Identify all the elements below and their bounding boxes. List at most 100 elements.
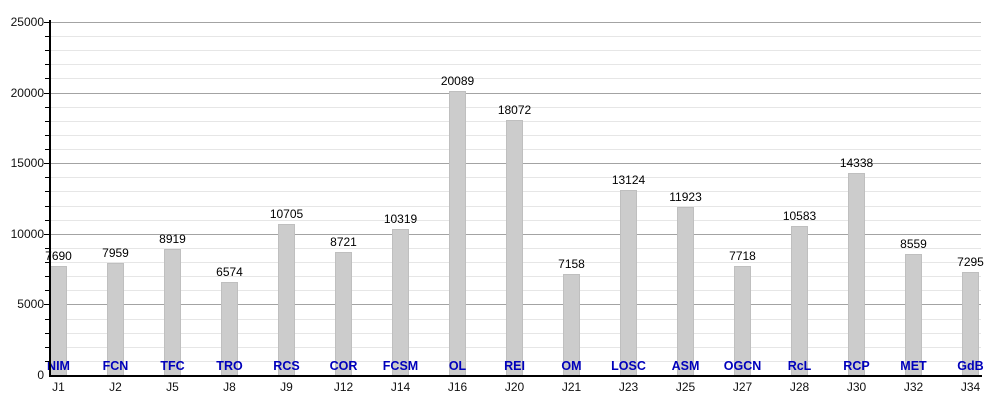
bar-value-label: 8919 (159, 232, 186, 246)
y-axis-tick-label: 15000 (10, 156, 44, 171)
y-axis-tick (45, 318, 50, 320)
y-axis-tick (45, 36, 50, 38)
minor-gridline (50, 64, 981, 66)
x-axis-category-label: J16 (447, 380, 468, 394)
y-axis-tick (45, 346, 50, 348)
y-axis-tick-label: 5000 (17, 297, 44, 312)
bar (449, 91, 466, 375)
bar-value-label: 7959 (102, 246, 129, 260)
bar (392, 229, 409, 375)
bar-club-label: NIM (47, 358, 70, 373)
y-axis-tick-label: 20000 (10, 85, 44, 100)
bar-value-label: 20089 (440, 74, 475, 88)
y-axis-tick (44, 233, 50, 235)
bar (848, 173, 865, 375)
x-axis-category-label: J9 (280, 380, 293, 394)
plot-area: 7690 NIM 7959 FCN 8919 TFC 6574 TRO 10705 RCS 8721… (45, 22, 984, 375)
bar-club-label: RCP (843, 358, 870, 373)
bar-club-label: TFC (160, 358, 185, 373)
x-axis-category-label: J25 (675, 380, 696, 394)
x-axis-category-label: J21 (561, 380, 582, 394)
y-axis-tick (45, 332, 50, 334)
bar (164, 249, 181, 375)
y-axis-tick (44, 92, 50, 94)
bar-club-label: REI (504, 358, 525, 373)
y-axis-tick (45, 290, 50, 292)
y-axis-tick (45, 177, 50, 179)
x-axis-category-label: J27 (732, 380, 753, 394)
minor-gridline (50, 106, 981, 108)
bar-club-label: LOSC (611, 358, 646, 373)
bar-club-label: OL (448, 358, 467, 373)
bar-club-label: RCS (273, 358, 300, 373)
major-gridline (50, 92, 981, 94)
bar-value-label: 10705 (269, 207, 304, 221)
bar (221, 282, 238, 375)
bar-value-label: 8721 (330, 235, 357, 249)
bar-value-label: 13124 (611, 173, 646, 187)
bar-value-label: 8559 (900, 237, 927, 251)
minor-gridline (50, 36, 981, 38)
bar-value-label: 10583 (782, 209, 817, 223)
x-axis-category-label: J1 (52, 380, 65, 394)
x-axis-category-label: J23 (618, 380, 639, 394)
minor-gridline (50, 78, 981, 80)
bar (677, 207, 694, 375)
x-axis-category-label: J2 (109, 380, 122, 394)
bar-club-label: FCSM (382, 358, 419, 373)
y-axis-tick (45, 106, 50, 108)
x-axis-category-label: J14 (390, 380, 411, 394)
y-axis-tick (45, 78, 50, 80)
y-axis-tick (45, 262, 50, 264)
x-axis-category-label: J32 (903, 380, 924, 394)
y-axis-tick-label: 25000 (10, 15, 44, 29)
bar-club-label: COR (329, 358, 358, 373)
y-axis-tick (45, 64, 50, 66)
x-axis-category-label: J8 (223, 380, 236, 394)
y-axis-tick (45, 134, 50, 136)
y-axis-tick (45, 247, 50, 249)
y-axis-tick (45, 219, 50, 221)
minor-gridline (50, 50, 981, 52)
bar-value-label: 6574 (216, 265, 243, 279)
bar (278, 224, 295, 375)
bar-value-label: 18072 (497, 103, 532, 117)
y-axis-tick (45, 205, 50, 207)
bar-value-label: 7158 (558, 257, 585, 271)
bar-value-label: 11923 (669, 190, 702, 204)
bar-club-label: RcL (787, 358, 812, 373)
y-axis-tick-label: 10000 (10, 226, 44, 241)
bar-value-label: 14338 (839, 156, 874, 170)
bar (107, 263, 124, 375)
x-axis-category-label: J12 (333, 380, 354, 394)
bar (962, 272, 979, 375)
y-axis-tick (45, 191, 50, 193)
bar-value-label: 7690 (45, 249, 72, 263)
bar (620, 190, 637, 375)
bar-club-label: OGCN (723, 358, 762, 373)
major-gridline (50, 22, 981, 23)
y-axis-tick (45, 149, 50, 151)
x-axis-line (49, 375, 982, 377)
bar-club-label: GdB (957, 358, 984, 373)
bar-club-label: ASM (671, 358, 700, 373)
x-axis-category-label: J28 (789, 380, 810, 394)
bar-value-label: 7295 (957, 255, 984, 269)
bar (791, 226, 808, 375)
bar-club-label: OM (561, 358, 582, 373)
y-axis-tick (44, 304, 50, 306)
y-axis-tick (45, 120, 50, 122)
y-axis-tick (45, 360, 50, 362)
bar (335, 252, 352, 375)
bar (563, 274, 580, 375)
bar-club-label: MET (900, 358, 927, 373)
x-axis-category-label: J34 (960, 380, 981, 394)
bar (506, 120, 523, 375)
y-axis-tick (45, 276, 50, 278)
y-axis-line (49, 20, 51, 376)
bar (734, 266, 751, 375)
y-axis-tick (44, 163, 50, 165)
y-axis-tick (45, 50, 50, 52)
x-axis-category-label: J30 (846, 380, 867, 394)
